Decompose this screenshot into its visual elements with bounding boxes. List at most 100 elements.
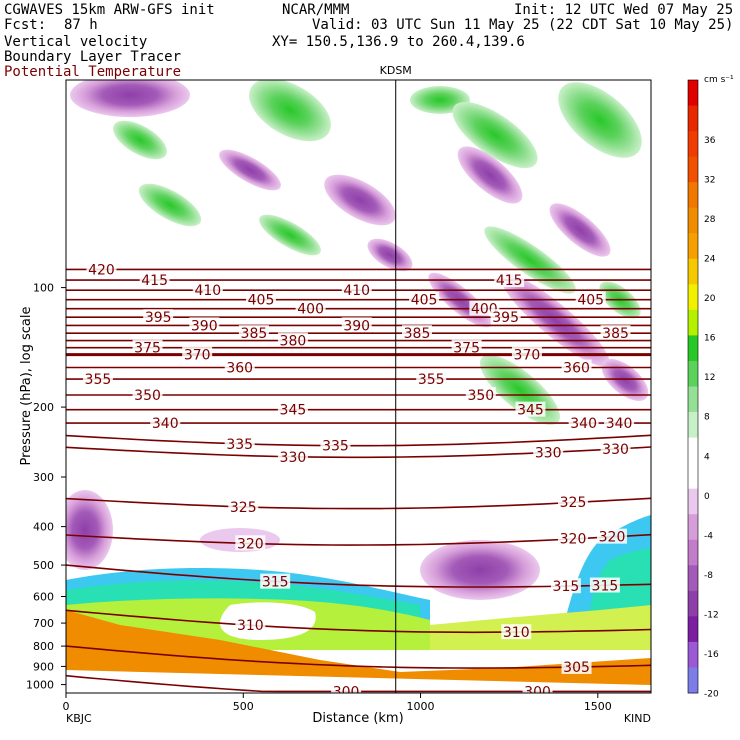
y-tick-label: 100 xyxy=(33,282,54,295)
isentrope-label-bg xyxy=(235,535,266,551)
isentrope-label-bg xyxy=(331,683,362,693)
colorbar-swatch xyxy=(688,412,698,439)
isentrope-label: 340 xyxy=(152,416,179,432)
colorbar-swatch xyxy=(688,565,698,592)
isentrope-label-bg xyxy=(575,291,606,307)
isentrope-label-bg xyxy=(550,578,581,594)
colorbar-swatch xyxy=(688,437,698,464)
colorbar-swatch xyxy=(688,539,698,566)
w-negative-cell xyxy=(219,149,281,191)
w-negative-cell xyxy=(420,540,540,600)
isentrope-label: 370 xyxy=(514,348,541,364)
isentrope-label: 405 xyxy=(248,293,275,309)
colorbar-swatch xyxy=(688,258,698,285)
isentrope-label-bg xyxy=(533,444,564,460)
colorbar-label: -12 xyxy=(704,610,719,620)
station-mid-label: KDSM xyxy=(380,64,412,77)
w-positive-cell xyxy=(259,214,321,256)
model-title: CGWAVES 15km ARW-GFS init xyxy=(4,2,215,18)
isentrope-label-bg xyxy=(341,282,372,298)
isentrope-label-bg xyxy=(224,359,255,375)
isentrope-label-bg xyxy=(295,300,326,316)
isentrope-label: 300 xyxy=(333,684,360,700)
field-vertical-velocity: Vertical velocity xyxy=(4,34,148,50)
isentrope-label-bg xyxy=(409,291,440,307)
w-negative-cell xyxy=(367,238,413,272)
isentrope-label: 375 xyxy=(134,341,161,357)
y-axis: 1000 900 800 700 600 500 400 300 200 100 xyxy=(26,282,66,692)
colorbar-swatch xyxy=(688,386,698,413)
y-tick-label: 700 xyxy=(33,617,54,630)
isentrope-line xyxy=(66,533,651,546)
isentrope-label-bg xyxy=(132,387,163,403)
isentrope-label-bg xyxy=(260,573,291,589)
isentrope-label-bg xyxy=(490,309,521,325)
isentrope-label: 310 xyxy=(503,625,530,641)
isentrope-label-bg xyxy=(192,282,223,298)
isentrope-label-bg xyxy=(558,530,588,546)
bl-tracer-region xyxy=(430,605,651,650)
colorbar-label: 0 xyxy=(704,492,710,502)
isentrope-label: 325 xyxy=(560,495,587,511)
colorbar-label: -16 xyxy=(704,650,719,660)
isentrope-label-bg xyxy=(511,346,542,362)
w-positive-cell xyxy=(249,80,331,142)
station-left-label: KBJC xyxy=(66,712,92,725)
isentrope-label-bg xyxy=(228,498,259,514)
isentrope-label-bg xyxy=(132,339,163,355)
x-tick-label: 500 xyxy=(233,700,254,713)
bl-tracer-core xyxy=(66,610,651,693)
y-tick-label: 900 xyxy=(33,660,54,673)
y-tick-label: 600 xyxy=(33,591,54,604)
colorbar-swatch xyxy=(688,131,698,158)
isentrope-label: 385 xyxy=(602,326,629,342)
isentrope-label: 340 xyxy=(606,416,633,432)
isentrope-label: 325 xyxy=(230,500,257,516)
isentrope-label: 395 xyxy=(145,310,172,326)
colorbar-swatch xyxy=(688,463,698,490)
isentrope-label-bg xyxy=(465,387,496,403)
colorbar-label: 24 xyxy=(704,255,716,265)
isentrope-label-bg xyxy=(182,346,213,362)
w-negative-cell xyxy=(324,174,396,226)
isentrope-label-bg xyxy=(150,415,181,431)
colorbar-label: -4 xyxy=(704,531,713,541)
isentrope-label: 385 xyxy=(241,326,268,342)
isentrope-label-bg xyxy=(568,415,599,431)
colorbar-label: 8 xyxy=(704,413,710,423)
isentrope-label-bg xyxy=(277,401,308,417)
isentrope-line xyxy=(66,609,651,634)
colorbar-swatch xyxy=(688,156,698,183)
x-tick-label: 1000 xyxy=(407,700,435,713)
isentrope-label: 400 xyxy=(297,302,324,318)
colorbar-swatch xyxy=(688,667,698,694)
w-positive-cell xyxy=(484,226,576,294)
colorbar-swatch xyxy=(688,488,698,515)
w-positive-cell xyxy=(138,183,202,227)
isentrope-label: 395 xyxy=(492,310,519,326)
isentrope-label-bg xyxy=(597,528,627,544)
isentrope-label-bg xyxy=(139,272,170,288)
colorbar-swatch xyxy=(688,514,698,541)
isentrope-label-bg xyxy=(501,624,532,640)
isentrope-label: 390 xyxy=(191,318,218,334)
isentrope-label: 300 xyxy=(524,684,551,700)
field-potential-temperature: Potential Temperature xyxy=(4,64,182,80)
w-negative-cell xyxy=(457,146,523,204)
org-label: NCAR/MMM xyxy=(282,2,350,18)
isentrope-label-bg xyxy=(246,291,276,307)
colorbar-label: -8 xyxy=(704,571,713,581)
colorbar-frame xyxy=(687,79,699,694)
y-tick-label: 800 xyxy=(33,640,54,653)
isentrope-label-bg xyxy=(341,317,372,333)
colorbar-label: 28 xyxy=(704,215,716,225)
plot-frame xyxy=(65,79,652,694)
w-negative-cell xyxy=(549,203,611,257)
isentrope-label: 345 xyxy=(280,403,307,419)
isentrope-label: 335 xyxy=(322,439,349,455)
cross-section-endpoints: XY= 150.5,136.9 to 260.4,139.6 xyxy=(272,34,525,50)
isentrope-label: 320 xyxy=(599,530,626,546)
isentrope-label: 315 xyxy=(592,579,619,595)
colorbar-swatch xyxy=(688,309,698,336)
colorbar: 36 32 28 24 20 16 12 8 4 0 -4 -8 -12 -16 -20 xyxy=(687,79,719,699)
